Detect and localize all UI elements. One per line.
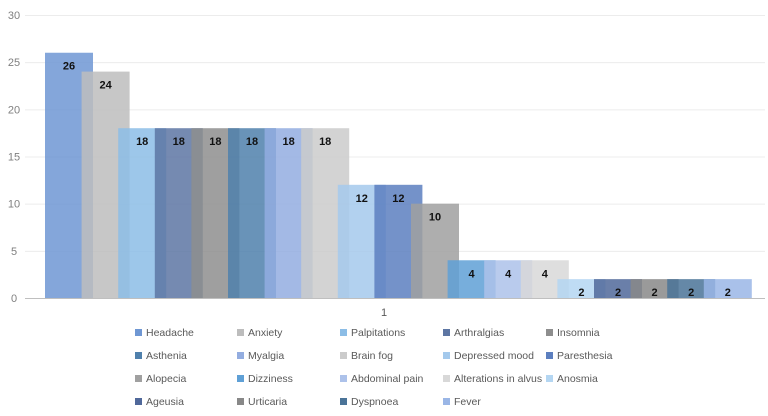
data-label: 4 [542,268,549,280]
y-tick-label: 30 [8,10,20,22]
legend-swatch [340,375,347,382]
legend-swatch [443,329,450,336]
y-tick-label: 20 [8,104,20,116]
legend-swatch [546,329,553,336]
legend-label: Depressed mood [454,350,534,362]
legend-item: Arthralgias [443,327,504,339]
legend-swatch [237,398,244,405]
y-axis-ticks: 0 5 10 15 20 25 30 [8,10,20,305]
data-label: 4 [505,268,512,280]
data-label: 2 [578,287,584,299]
legend-swatch [443,352,450,359]
legend-item: Alopecia [135,373,186,385]
data-label: 12 [356,193,368,205]
legend-item: Anxiety [237,327,283,339]
legend-item: Depressed mood [443,350,534,362]
legend-item: Paresthesia [546,350,613,362]
legend-label: Dizziness [248,373,293,385]
bar-urticaria [630,279,679,298]
legend-swatch [237,352,244,359]
legend-swatch [135,329,142,336]
legend-label: Headache [146,327,194,339]
legend-label: Paresthesia [557,350,613,362]
legend-item: Ageusia [135,396,184,408]
bar-anosmia [557,279,606,298]
data-label: 2 [652,287,658,299]
bar-ageusia [594,279,642,298]
data-label: 12 [392,193,404,205]
legend-item: Anosmia [546,373,598,385]
y-tick-label: 15 [8,152,20,164]
bars [45,52,752,298]
y-tick-label: 10 [8,199,20,211]
legend-item: Insomnia [546,327,600,339]
legend-item: Asthenia [135,350,187,362]
data-label: 2 [688,287,694,299]
legend-swatch [237,329,244,336]
data-label: 18 [282,136,294,148]
legend: Headache Anxiety Palpitations Arthralgias In… [135,327,613,408]
legend-item: Dyspnoea [340,396,398,408]
legend-label: Palpitations [351,327,405,339]
data-label: 10 [429,212,441,224]
legend-item: Fever [443,396,481,408]
legend-swatch [340,329,347,336]
legend-swatch [340,398,347,405]
data-label: 2 [725,287,731,299]
legend-label: Fever [454,396,481,408]
legend-swatch [135,398,142,405]
y-tick-label: 25 [8,57,20,69]
legend-item: Alterations in alvus [443,373,542,385]
legend-item: Abdominal pain [340,373,424,385]
legend-swatch [546,352,553,359]
legend-swatch [135,352,142,359]
legend-item: Headache [135,327,194,339]
data-label: 24 [99,80,112,92]
legend-swatch [340,352,347,359]
legend-label: Anosmia [557,373,598,385]
data-labels: 26 24 18 18 18 18 18 18 12 12 10 4 4 4 2 2 2 2 2 [63,61,731,299]
legend-swatch [443,375,450,382]
legend-swatch [135,375,142,382]
legend-label: Dyspnoea [351,396,398,408]
legend-label: Asthenia [146,350,187,362]
data-label: 18 [136,136,148,148]
x-tick-label: 1 [381,307,387,319]
legend-label: Alterations in alvus [454,373,542,385]
legend-swatch [443,398,450,405]
legend-label: Alopecia [146,373,186,385]
y-tick-label: 5 [11,246,17,258]
legend-label: Insomnia [557,327,600,339]
data-label: 4 [469,268,476,280]
legend-label: Anxiety [248,327,283,339]
bar-dyspnoea [667,279,716,298]
data-label: 18 [319,136,331,148]
legend-label: Ageusia [146,396,184,408]
data-label: 18 [209,136,221,148]
legend-item: Dizziness [237,373,293,385]
legend-item: Myalgia [237,350,284,362]
bar-fever [703,279,752,298]
legend-label: Myalgia [248,350,284,362]
data-label: 26 [63,61,75,73]
legend-swatch [546,375,553,382]
legend-label: Abdominal pain [351,373,424,385]
y-tick-label: 0 [11,293,17,305]
data-label: 2 [615,287,621,299]
legend-item: Palpitations [340,327,405,339]
data-label: 18 [246,136,258,148]
legend-item: Brain fog [340,350,393,362]
legend-label: Arthralgias [454,327,504,339]
legend-label: Brain fog [351,350,393,362]
data-label: 18 [173,136,185,148]
legend-swatch [237,375,244,382]
legend-label: Urticaria [248,396,287,408]
legend-item: Urticaria [237,396,287,408]
